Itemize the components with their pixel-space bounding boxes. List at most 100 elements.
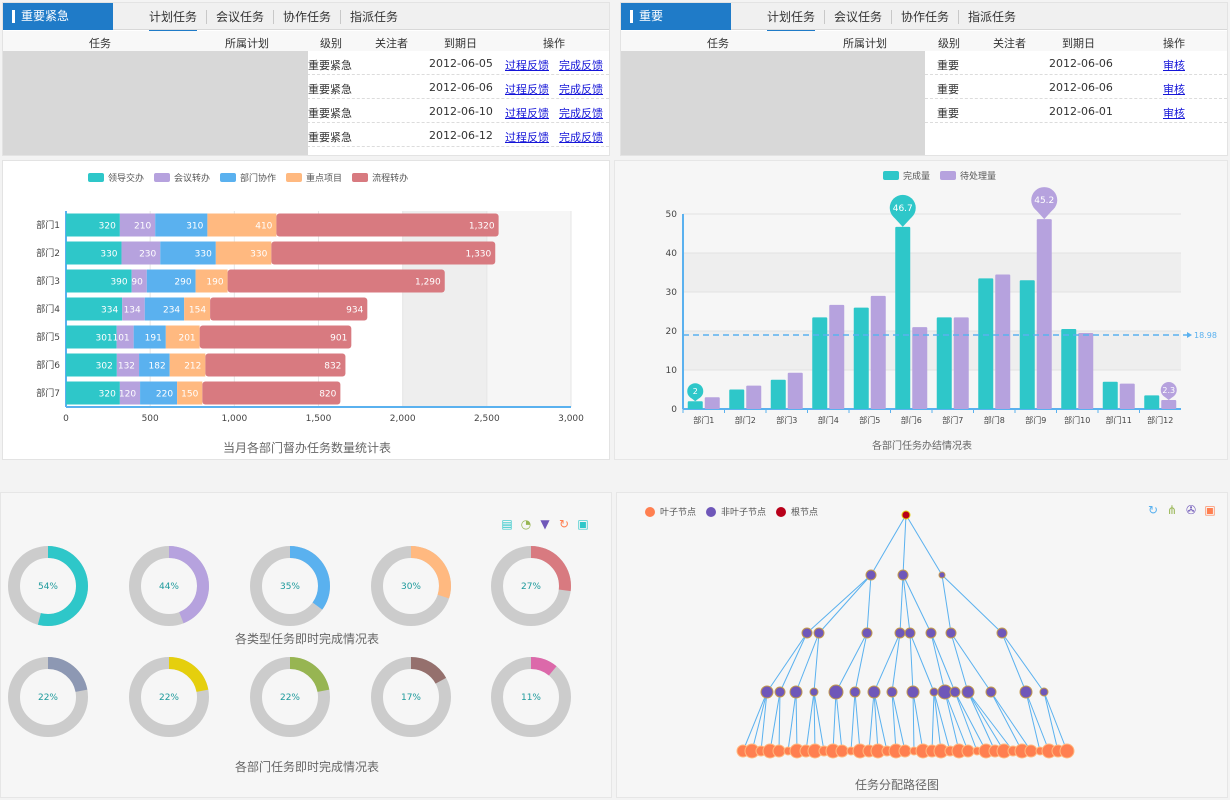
bar-segment[interactable] [66,269,132,293]
bar[interactable] [787,372,803,409]
refresh-icon[interactable]: ↻ [1147,503,1159,517]
bar-segment[interactable] [66,213,120,237]
tab-assigned-task[interactable]: 指派任务 [340,9,407,24]
bar[interactable] [829,304,845,409]
non-leaf-node[interactable] [996,627,1008,639]
bar[interactable] [870,295,886,409]
bar[interactable] [1161,400,1177,409]
non-leaf-node[interactable] [849,686,861,698]
bar-segment[interactable] [227,269,445,293]
leaf-node[interactable] [772,744,786,758]
tab-plan-task[interactable]: 计划任务 [767,10,824,32]
donut-segment[interactable] [371,546,451,626]
bar-segment[interactable] [139,353,170,377]
non-leaf-node[interactable] [897,569,909,581]
complete-feedback-link[interactable]: 完成反馈 [559,107,603,120]
non-leaf-node[interactable] [985,686,997,698]
bar-segment[interactable] [133,325,166,349]
bar-segment[interactable] [155,213,208,237]
bar[interactable] [770,379,786,409]
bar[interactable] [1102,381,1118,409]
non-leaf-node[interactable] [945,627,957,639]
non-leaf-node[interactable] [774,686,786,698]
bar-segment[interactable] [66,325,117,349]
bar[interactable] [912,327,928,409]
bar[interactable] [1036,219,1052,409]
bar-segment[interactable] [122,297,145,321]
bar-segment[interactable] [116,325,134,349]
bar[interactable] [687,401,703,409]
bar[interactable] [1078,332,1094,409]
bar-segment[interactable] [195,269,228,293]
progress-feedback-link[interactable]: 过程反馈 [505,107,549,120]
data-view-icon[interactable]: ▤ [501,517,513,531]
bar-segment[interactable] [66,353,117,377]
non-leaf-node[interactable] [894,627,906,639]
save-image-icon[interactable]: ▣ [577,517,589,531]
donut-segment[interactable] [129,546,209,626]
donut-segment[interactable] [129,657,209,737]
review-link[interactable]: 审核 [1163,107,1185,120]
legend-item[interactable]: 会议转办 [154,171,210,184]
bar-segment[interactable] [169,353,206,377]
complete-feedback-link[interactable]: 完成反馈 [559,83,603,96]
save-image-icon[interactable]: ▣ [1204,503,1216,517]
donut-segment[interactable] [371,657,451,737]
bar-segment[interactable] [276,213,499,237]
legend-item[interactable]: 非叶子节点 [706,505,766,518]
tab-assigned-task[interactable]: 指派任务 [958,9,1025,24]
donut-segment[interactable] [8,657,88,737]
restore-icon[interactable]: ↻ [558,517,570,531]
non-leaf-node[interactable] [813,627,825,639]
progress-feedback-link[interactable]: 过程反馈 [505,59,549,72]
chord-icon[interactable]: ✇ [1185,503,1197,517]
bar-segment[interactable] [66,297,123,321]
bar-segment[interactable] [184,297,211,321]
complete-feedback-link[interactable]: 完成反馈 [559,59,603,72]
donut-segment[interactable] [491,657,571,737]
bar[interactable] [812,317,828,409]
markpoint-pin[interactable] [687,383,704,400]
legend-item[interactable]: 重点项目 [286,171,342,184]
non-leaf-node[interactable] [906,685,920,699]
bar[interactable] [895,226,911,409]
bar-segment[interactable] [215,241,272,265]
bar-segment[interactable] [165,325,200,349]
bar[interactable] [746,385,762,409]
markpoint-pin[interactable] [889,194,916,221]
non-leaf-node[interactable] [1039,687,1049,697]
legend-item[interactable]: 完成量 [883,169,930,182]
bar[interactable] [936,317,952,409]
non-leaf-node[interactable] [938,571,946,579]
bar-segment[interactable] [140,381,178,405]
donut-segment[interactable] [8,546,88,626]
bar-segment[interactable] [146,269,196,293]
legend-item[interactable]: 流程转办 [352,171,408,184]
bar-segment[interactable] [207,213,277,237]
bar-segment[interactable] [160,241,216,265]
bar[interactable] [704,397,720,409]
tab-meeting-task[interactable]: 会议任务 [824,9,891,24]
bar[interactable] [995,274,1011,409]
non-leaf-node[interactable] [828,684,844,700]
non-leaf-node[interactable] [861,627,873,639]
bar[interactable] [1119,383,1135,409]
bar-segment[interactable] [116,353,140,377]
non-leaf-node[interactable] [865,569,877,581]
bar-segment[interactable] [121,241,161,265]
markpoint-pin[interactable] [1031,187,1058,214]
leaf-node[interactable] [898,744,912,758]
non-leaf-node[interactable] [925,627,937,639]
bar[interactable] [729,389,745,410]
tab-collab-task[interactable]: 协作任务 [273,9,340,24]
progress-feedback-link[interactable]: 过程反馈 [505,83,549,96]
bar-segment[interactable] [271,241,496,265]
graph-link-icon[interactable]: ⋔ [1166,503,1178,517]
non-leaf-node[interactable] [961,685,975,699]
bar-segment[interactable] [66,241,122,265]
non-leaf-node[interactable] [789,685,803,699]
non-leaf-node[interactable] [949,686,961,698]
bar[interactable] [1144,395,1160,409]
bar[interactable] [1061,329,1077,409]
bar-segment[interactable] [119,213,156,237]
